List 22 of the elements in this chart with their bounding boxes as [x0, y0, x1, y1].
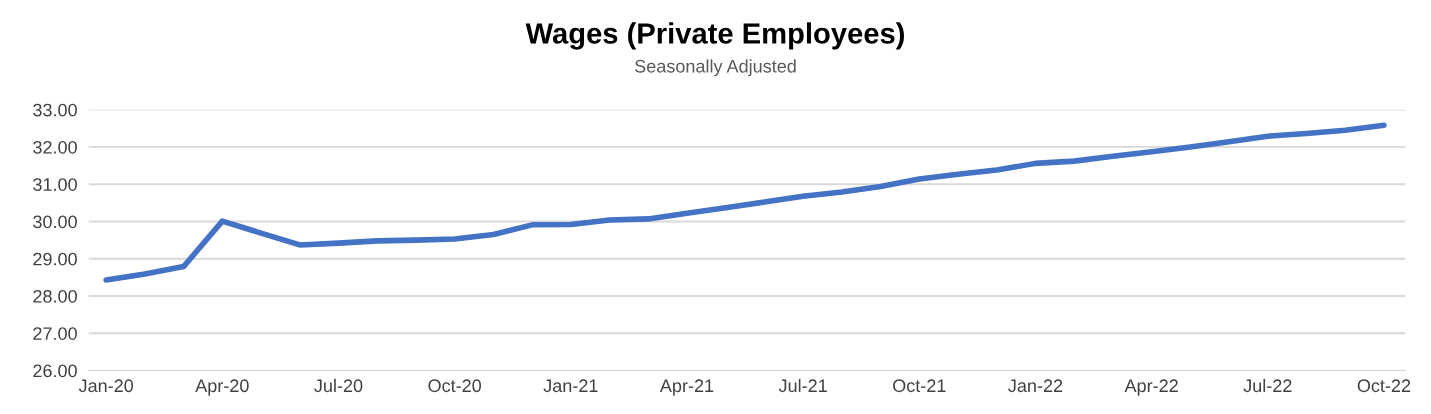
y-tick-label: 29.00	[33, 252, 77, 266]
x-tick-label: Oct-22	[1357, 379, 1411, 393]
y-tick-label: 32.00	[33, 140, 77, 154]
y-tick-label: 30.00	[33, 215, 77, 229]
y-tick-label: 28.00	[33, 289, 77, 303]
y-tick-label: 33.00	[33, 103, 77, 117]
y-tick-label: 31.00	[33, 178, 77, 191]
x-tick-label: Apr-20	[195, 379, 249, 396]
x-tick-label: Jan-20	[78, 379, 134, 393]
y-tick-label: 26.00	[33, 364, 77, 378]
x-tick-label: Apr-22	[1124, 379, 1178, 396]
x-tick-label: Jan-22	[1008, 379, 1063, 393]
x-tick-label: Oct-21	[893, 379, 946, 393]
x-tick-label: Oct-20	[428, 379, 482, 393]
x-tick-label: Jul-21	[778, 378, 827, 393]
x-tick-label: Apr-21	[659, 379, 714, 396]
y-tick-label: 27.00	[33, 327, 77, 340]
x-tick-label: Jan-21	[543, 379, 598, 393]
chart-title: Wages (Private Employees)	[525, 22, 904, 50]
chart-subtitle: Seasonally Adjusted	[635, 59, 796, 77]
x-tick-label: Jul-20	[314, 378, 363, 393]
x-tick-label: Jul-22	[1243, 378, 1292, 393]
